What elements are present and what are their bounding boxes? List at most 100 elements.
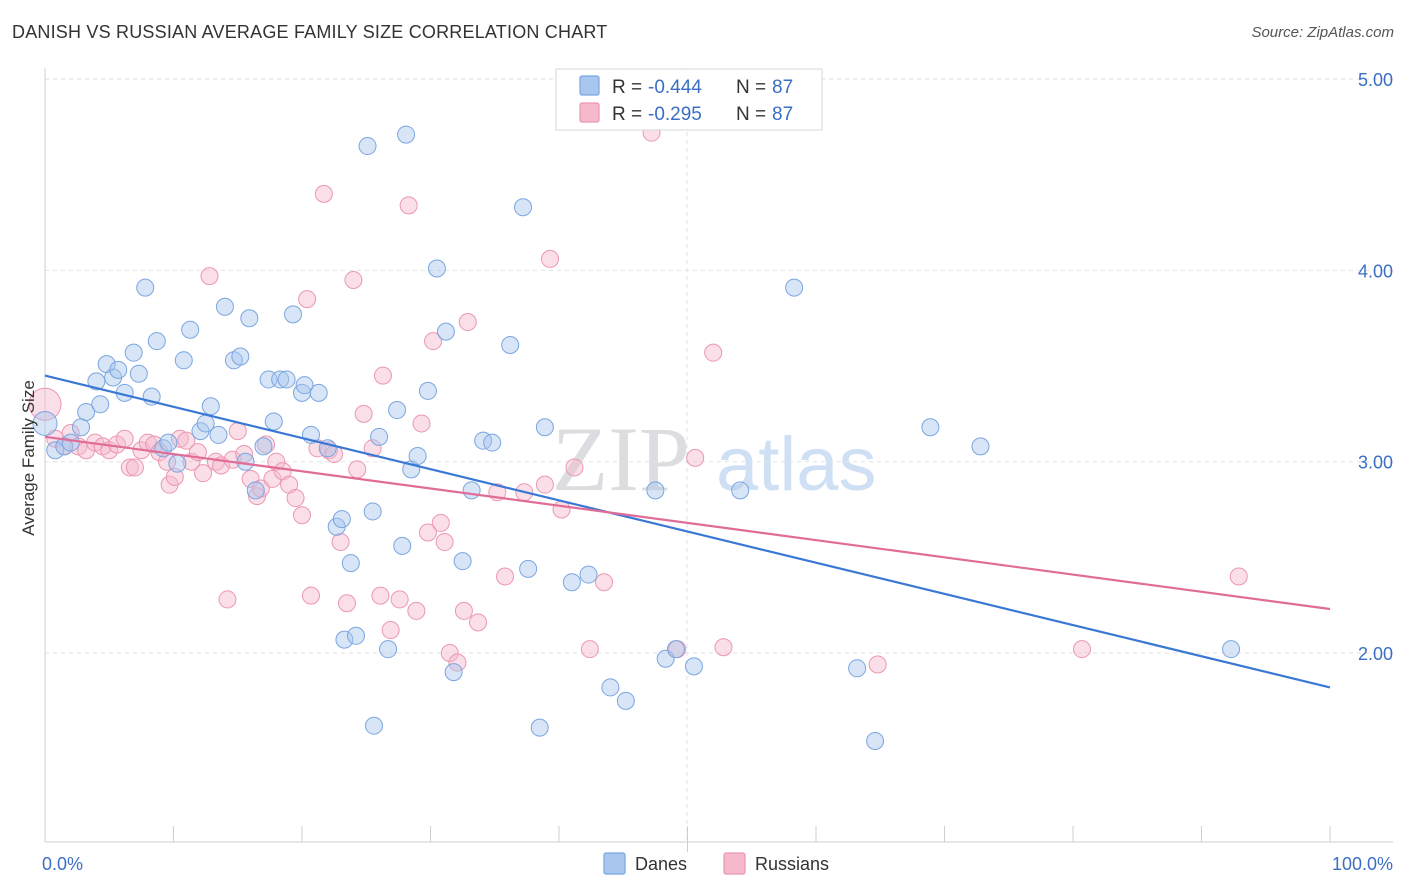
- danes-point: [530, 718, 549, 737]
- russians-point: [399, 196, 418, 215]
- russians-point: [580, 640, 599, 659]
- danes-point: [129, 364, 148, 383]
- danes-point: [159, 433, 178, 452]
- danes-point: [168, 454, 187, 473]
- danes-point: [848, 659, 867, 678]
- danes-point: [209, 425, 228, 444]
- russians-point: [440, 644, 459, 662]
- russians-point: [331, 533, 350, 552]
- danes-n-label: N =: [736, 77, 766, 98]
- danes-point: [77, 402, 96, 421]
- russians-point: [535, 475, 554, 494]
- russians-point: [301, 586, 320, 605]
- legend-russians-label: Russians: [755, 854, 829, 874]
- stats-box: R = -0.444 N = 87 R = -0.295 N = 87: [555, 68, 823, 131]
- russians-point: [714, 638, 733, 657]
- danes-point: [246, 481, 265, 500]
- russians-point: [125, 458, 144, 477]
- danes-point: [341, 554, 360, 573]
- russians-point: [314, 184, 333, 203]
- danes-point: [46, 441, 65, 460]
- source-credit: Source: ZipAtlas.com: [1251, 24, 1394, 41]
- danes-point: [562, 573, 581, 592]
- danes-point: [483, 433, 502, 452]
- danes-point: [393, 536, 412, 555]
- russians-point: [454, 601, 473, 620]
- russians-point: [381, 621, 400, 640]
- russians-point: [435, 533, 454, 552]
- russians-point: [704, 343, 723, 362]
- russians-point: [541, 249, 560, 268]
- russians-point: [348, 460, 367, 479]
- danes-point: [427, 259, 446, 278]
- danes-point: [616, 691, 635, 710]
- russians-point: [418, 523, 437, 542]
- russians-point: [286, 489, 305, 508]
- danes-point: [254, 437, 273, 456]
- russians-point: [194, 464, 213, 483]
- russians-point: [28, 387, 62, 421]
- legend-danes-swatch: [603, 852, 626, 875]
- danes-point: [971, 437, 990, 456]
- danes-point: [462, 481, 481, 500]
- danes-r-label: R =: [612, 77, 642, 98]
- russians-point: [257, 435, 276, 454]
- legend-danes-label: Danes: [635, 854, 687, 874]
- russians-points: [28, 123, 1248, 674]
- russians-point: [448, 653, 467, 672]
- danes-point: [335, 630, 354, 649]
- russians-point: [868, 655, 887, 674]
- danes-point: [109, 360, 128, 379]
- danes-point: [388, 401, 407, 420]
- russians-point: [686, 448, 705, 467]
- danes-point: [436, 322, 455, 341]
- danes-point: [601, 678, 620, 697]
- x-tick-label-min: 0.0%: [42, 854, 83, 874]
- y-tick-labels: 2.00 3.00 4.00 5.00: [1358, 70, 1393, 664]
- danes-point: [684, 657, 703, 676]
- danes-point: [277, 370, 296, 389]
- danes-point: [201, 397, 220, 416]
- russians-point: [177, 431, 196, 450]
- bottom-legend: Danes Russians: [603, 852, 829, 875]
- y-axis-label: Average Family Size: [19, 380, 38, 536]
- russians-point: [431, 513, 450, 532]
- watermark-atlas: atlas: [716, 422, 877, 507]
- danes-trendline: [44, 374, 1331, 689]
- danes-point: [408, 446, 427, 465]
- y-tick-label: 2.00: [1358, 644, 1393, 664]
- danes-point: [271, 370, 290, 389]
- danes-point: [309, 383, 328, 402]
- danes-point: [579, 565, 598, 584]
- russians-point: [293, 506, 311, 525]
- danes-point: [91, 395, 110, 414]
- danes-point: [284, 305, 303, 324]
- x-tick-label-max: 100.0%: [1332, 854, 1393, 874]
- danes-point: [646, 481, 665, 500]
- danes-point: [346, 626, 365, 645]
- russians-point: [496, 567, 515, 586]
- russians-point: [552, 500, 571, 519]
- danes-point: [71, 418, 90, 437]
- danes-point: [866, 731, 885, 750]
- russians-point: [412, 414, 431, 433]
- russians-point: [373, 366, 392, 385]
- russians-point: [354, 404, 373, 423]
- russians-point: [424, 332, 443, 351]
- danes-point: [397, 125, 416, 144]
- danes-point: [181, 320, 200, 339]
- russians-point: [337, 594, 356, 613]
- stats-box-frame: [555, 68, 823, 131]
- danes-point: [418, 381, 437, 400]
- chart-title: DANISH VS RUSSIAN AVERAGE FAMILY SIZE CO…: [12, 22, 608, 42]
- danes-point: [231, 347, 250, 366]
- russians-point: [165, 468, 184, 487]
- russians-n-value: 87: [772, 104, 793, 125]
- russians-point: [390, 590, 409, 609]
- russians-point: [565, 458, 584, 477]
- russians-point: [469, 613, 488, 632]
- danes-point: [240, 309, 259, 328]
- danes-point: [264, 412, 283, 431]
- russians-point: [170, 429, 189, 448]
